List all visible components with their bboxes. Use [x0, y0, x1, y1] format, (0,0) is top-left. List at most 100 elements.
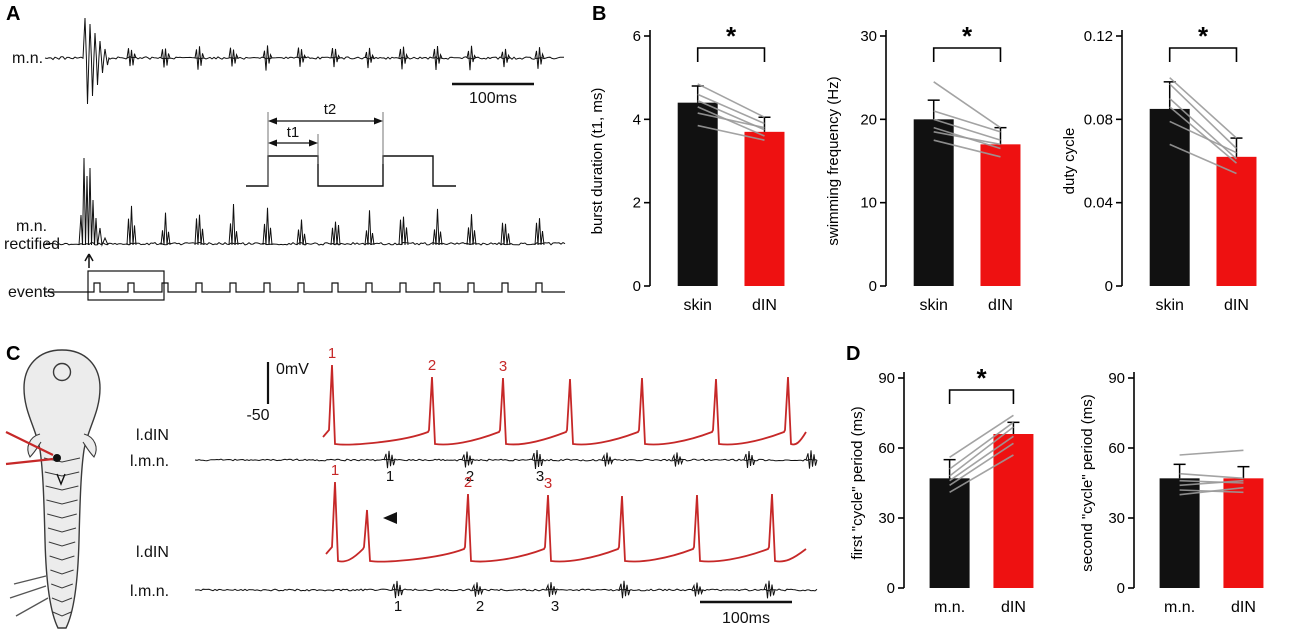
bar-m.n.	[929, 478, 970, 588]
mn-rectified-burst	[500, 222, 511, 246]
paired-data-line	[1179, 479, 1244, 484]
mn2-burst	[691, 582, 704, 597]
gray-electrode-icon	[9, 575, 49, 617]
mn-raw-burst	[398, 46, 409, 70]
bar-m.n.	[1159, 478, 1200, 588]
paired-data-line	[1169, 83, 1238, 150]
significance-asterisk: *	[726, 21, 737, 51]
category-label-dIN: dIN	[1001, 599, 1026, 616]
mn-rectified-big-burst	[78, 157, 109, 247]
mn1-burst	[531, 450, 544, 469]
myotome-line	[47, 527, 77, 533]
arrowhead-marker-icon	[383, 512, 397, 524]
chart-body-second-cycle-period: 0 30 60 90 second "cycle" period (ms) m.n. dIN	[1079, 370, 1264, 616]
din2-spike-number: 2	[464, 474, 472, 491]
significance-bracket	[932, 47, 1002, 62]
category-label-dIN: dIN	[752, 297, 777, 314]
significance-asterisk: *	[1198, 21, 1209, 51]
mn1-burst	[601, 452, 614, 467]
mn-raw-burst	[364, 47, 375, 69]
mn-rectified-burst	[466, 214, 477, 246]
paired-data-line	[697, 112, 765, 129]
din1-spike-number: 1	[328, 345, 336, 362]
y-tick-label: 30	[1108, 510, 1125, 527]
paired-data-line	[1169, 77, 1238, 139]
y-tick-label: 0	[1117, 580, 1125, 597]
chart-body-burst-duration: 0 2 4 6 burst duration (t1, ms) skin dIN *	[589, 21, 785, 314]
bar-skin	[677, 102, 718, 287]
mn-raw-burst	[534, 47, 545, 69]
paired-data-line	[949, 442, 1014, 487]
y-tick-label: 0.12	[1084, 28, 1113, 45]
y-tick-label: 60	[878, 440, 895, 457]
mn2-burst	[763, 580, 776, 599]
mn-raw-burst	[296, 47, 307, 67]
mn1-burst-number: 1	[386, 468, 394, 485]
mn2-burst-number: 2	[476, 598, 484, 615]
bar-dIN	[993, 434, 1034, 588]
mn-raw-burst	[330, 47, 341, 68]
category-label-skin: skin	[1155, 297, 1183, 314]
significance-asterisk: *	[962, 21, 973, 51]
paired-data-line	[1179, 472, 1244, 480]
voltage-scale-top-label: 0mV	[276, 361, 309, 378]
mn-rectified-burst	[398, 216, 409, 246]
mn-rectified-burst	[534, 218, 545, 246]
paired-data-line	[697, 106, 765, 137]
mn-rectified-burst	[330, 221, 341, 246]
mn-rectified-burst	[262, 207, 273, 246]
paired-data-line	[697, 93, 765, 125]
din-label-1: l.dIN	[136, 427, 169, 444]
y-tick-label: 0.08	[1084, 111, 1113, 128]
category-label-m.n.: m.n.	[934, 599, 965, 616]
scalebar-c-label: 100ms	[722, 610, 770, 627]
paired-data-line	[933, 131, 1001, 146]
paired-data-line	[1179, 479, 1244, 487]
chart-body-first-cycle-period: 0 30 60 90 first "cycle" period (ms) m.n. dIN *	[849, 363, 1034, 616]
timing-square-wave	[246, 155, 456, 187]
myotome-line	[46, 499, 78, 505]
myotome-line	[50, 569, 74, 575]
category-label-skin: skin	[919, 297, 947, 314]
mn2-burst	[391, 580, 404, 599]
significance-bracket	[696, 47, 766, 62]
y-tick-label: 10	[860, 195, 877, 212]
y-tick-label: 30	[878, 510, 895, 527]
din2-spike-number: 3	[544, 475, 552, 492]
timing-inset: t2 t1	[246, 101, 456, 187]
red-electrode-icon	[5, 431, 54, 466]
y-tick-label: 0	[633, 278, 641, 295]
tadpole-right-flap	[82, 433, 97, 458]
paired-data-line	[949, 454, 1014, 494]
y-tick-label: 4	[633, 111, 641, 128]
paired-data-line	[1179, 449, 1244, 456]
panel-label-c: C	[6, 343, 21, 365]
paired-data-line	[1169, 97, 1238, 160]
mn-raw-burst	[194, 46, 205, 70]
category-label-m.n.: m.n.	[1164, 599, 1195, 616]
panel-a-traces	[44, 17, 566, 293]
mn-rectified-burst	[194, 214, 205, 246]
y-tick-label: 0	[869, 278, 877, 295]
mn1-burst-number: 2	[466, 468, 474, 485]
rectified-label-line1: m.n.	[16, 218, 47, 235]
din1-spike-number: 3	[499, 358, 507, 375]
significance-bracket	[1168, 47, 1238, 62]
myotome-line	[51, 583, 73, 589]
mn-rectified-burst	[296, 219, 307, 246]
paired-data-line	[1179, 486, 1244, 496]
panel-c-recordings: 0mV -50 l.dIN l.m.n. l.dIN l.m.n. 1 2 3 1 2 3…	[5, 345, 818, 629]
y-tick-label: 2	[633, 195, 641, 212]
mn-raw-burst	[126, 48, 137, 67]
chart-body-duty-cycle: 0 0.04 0.08 0.12 duty cycle skin dIN *	[1061, 21, 1257, 314]
mn-rectified-burst	[160, 212, 171, 246]
din1-spike-number: 2	[428, 357, 436, 374]
mn-raw-burst	[262, 45, 273, 71]
y-axis-label: duty cycle	[1061, 128, 1078, 195]
mn-raw-burst	[432, 46, 443, 70]
bar-dIN	[744, 131, 785, 286]
tadpole-v-mark	[56, 473, 66, 486]
paired-data-line	[933, 81, 1001, 129]
chart-first-cycle-period: 0 30 60 90 first "cycle" period (ms) m.n. dIN *	[849, 363, 1034, 616]
